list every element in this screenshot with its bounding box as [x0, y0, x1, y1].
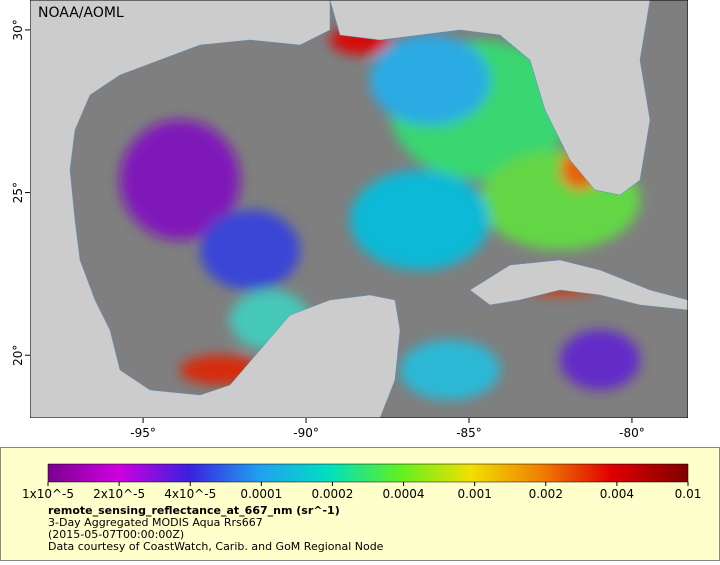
- y-tick-label: 30°: [11, 19, 25, 40]
- colorbar-tick-label: 0.004: [600, 487, 634, 501]
- colorbar-tick-label: 0.0004: [383, 487, 425, 501]
- colorbar-tick-label: 1x10^-5: [22, 487, 74, 501]
- colorbar: [47, 463, 689, 483]
- colorbar-tick-label: 2x10^-5: [93, 487, 145, 501]
- legend-line: (2015-05-07T00:00:00Z): [48, 528, 184, 541]
- x-tick-label: -80°: [619, 426, 645, 440]
- credit: NOAA/AOML: [38, 5, 124, 21]
- colorbar-tick-label: 0.0001: [240, 487, 282, 501]
- colorbar-tick-label: 0.0002: [311, 487, 353, 501]
- x-tick-label: -90°: [293, 426, 319, 440]
- variable-name: remote_sensing_reflectance_at_667_nm (sr…: [48, 504, 340, 517]
- legend-line: 3-Day Aggregated MODIS Aqua Rrs667: [48, 516, 263, 529]
- colorbar-tick-label: 0.001: [457, 487, 491, 501]
- land: [329, 0, 651, 196]
- legend-line: Data courtesy of CoastWatch, Carib. and …: [48, 540, 384, 553]
- y-tick-label: 20°: [11, 345, 25, 366]
- colorbar-tick-label: 4x10^-5: [164, 487, 216, 501]
- data-field: [120, 25, 640, 400]
- x-tick-label: -85°: [456, 426, 482, 440]
- x-tick-label: -95°: [130, 426, 156, 440]
- y-tick-label: 25°: [11, 182, 25, 203]
- land: [469, 259, 688, 311]
- land: [30, 0, 401, 418]
- map: NOAA/AOML: [30, 0, 688, 418]
- colorbar-tick-label: 0.01: [675, 487, 702, 501]
- colorbar-tick-label: 0.002: [529, 487, 563, 501]
